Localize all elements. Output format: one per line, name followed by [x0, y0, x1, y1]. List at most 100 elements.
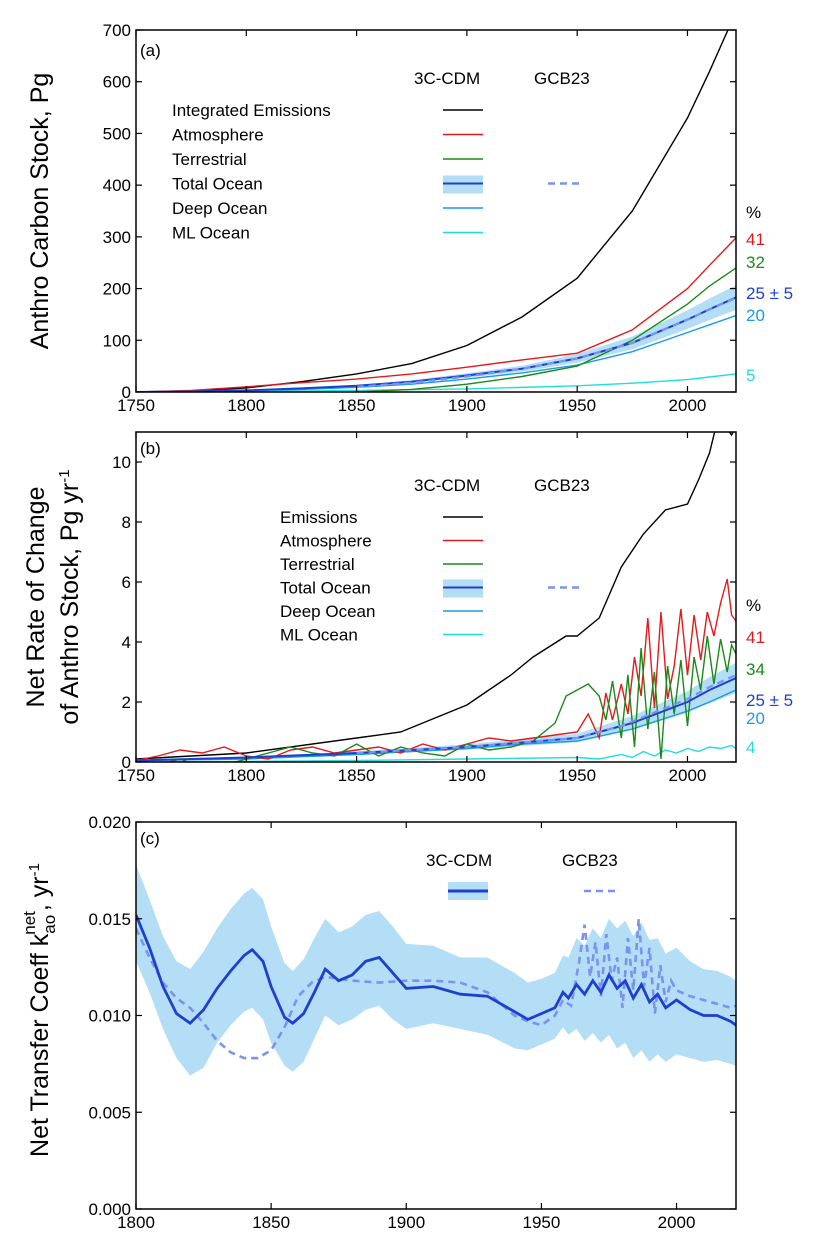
legend-label: Total Ocean	[172, 175, 263, 194]
panel-b-xtick-label: 1950	[558, 766, 596, 785]
panel-a-legend: 3C-CDM GCB23 Integrated Emissions Atmospher…	[172, 69, 590, 243]
legend-label: Integrated Emissions	[172, 101, 331, 120]
legend-label: ML Ocean	[172, 224, 250, 243]
legend-label: Emissions	[280, 508, 357, 527]
panel-b-plot	[136, 432, 736, 762]
legend-label: Atmosphere	[280, 532, 372, 551]
legend-label: Terrestrial	[172, 150, 247, 169]
panel-b-xtick-label: 1800	[227, 766, 265, 785]
panel-b-legend: 3C-CDM GCB23 Emissions Atmosphere Terrestria…	[280, 476, 590, 645]
panel-a-ytick-label: 100	[103, 331, 131, 350]
legend-label: ML Ocean	[280, 626, 358, 645]
panel-c-ylabel-sub: ao	[40, 915, 59, 934]
panel-c-axes: 1800 1850 1900 1950 2000 0.000 0.005 0.010 0.015…	[88, 813, 736, 1232]
series-line-deep-ocean	[136, 689, 736, 762]
panel-a-xtick-label: 2000	[669, 396, 707, 415]
panel-c-ytick-label: 0.005	[88, 1103, 131, 1122]
panel-c-xtick-label: 1850	[252, 1213, 290, 1232]
panel-c: 1800 1850 1900 1950 2000 0.000 0.005 0.010 0.015…	[20, 813, 737, 1232]
panel-a-ylabel: Anthro Carbon Stock, Pg	[26, 73, 54, 350]
panel-b-xtick-label: 1750	[117, 766, 155, 785]
panel-c-xtick-label: 1900	[387, 1213, 425, 1232]
panel-c-ytick-label: 0.020	[88, 813, 131, 832]
panel-a-xtick-label: 1750	[117, 396, 155, 415]
percent-label: 32	[746, 253, 765, 272]
ocean-uncertainty-band	[136, 285, 736, 392]
panel-a-axes: 1750 1800 1850 1900 1950 2000 0 100 200 300 400 500…	[103, 21, 736, 415]
panel-b-ytick-label: 8	[122, 513, 131, 532]
panel-b-axes: 1750 1800 1850 1900 1950 2000 0 2 4 6 8 10	[112, 432, 736, 785]
panel-b-percent-labels: % 41 34 25 ± 520 4	[746, 596, 793, 757]
series-line-terrestrial	[136, 635, 736, 762]
legend-label: Total Ocean	[280, 579, 371, 598]
percent-label: 34	[746, 660, 765, 679]
panel-b-ytick-label: 0	[122, 753, 131, 772]
panel-c-ylabel-tail-sup: -1	[26, 863, 43, 876]
panel-c-xtick-label: 2000	[658, 1213, 696, 1232]
series-line-atmosphere	[136, 237, 736, 392]
panel-a-ytick-label: 0	[122, 383, 131, 402]
series-line-atmosphere	[136, 578, 736, 762]
gcb23-ocean-line	[356, 296, 736, 388]
panel-a-ytick-label: 600	[103, 73, 131, 92]
percent-label: 41	[746, 230, 765, 249]
legend-header-3c-cdm: 3C-CDM	[414, 69, 480, 88]
panel-c-xtick-label: 1950	[522, 1213, 560, 1232]
panel-c-ylabel-main: Net Transfer Coeff k	[26, 933, 54, 1157]
panel-b-label: (b)	[140, 439, 161, 458]
panel-b-ytick-label: 10	[112, 453, 131, 472]
panel-a-percent-labels: % 41 32 25 ± 5 20 5	[746, 203, 793, 385]
legend-label: Deep Ocean	[280, 602, 375, 621]
panel-c-ylabel-tail: , yr	[26, 876, 54, 911]
legend-label: Atmosphere	[172, 126, 264, 145]
panel-b-ylabel-2-sup: -1	[56, 469, 73, 482]
panel-c-xtick-label: 1800	[117, 1213, 155, 1232]
gcb23-kao-line	[136, 918, 736, 1060]
percent-label: %	[746, 596, 761, 615]
panel-b-frame	[135, 431, 737, 763]
panel-a-ytick-label: 400	[103, 176, 131, 195]
3c-cdm-kao-line	[136, 914, 736, 1027]
panel-b-xtick-label: 1900	[448, 766, 486, 785]
panel-a-xtick-label: 1800	[227, 396, 265, 415]
legend-label: Terrestrial	[280, 555, 355, 574]
panel-a-xtick-label: 1850	[338, 396, 376, 415]
panel-c-label: (c)	[140, 829, 160, 848]
legend-header-gcb23: GCB23	[534, 69, 590, 88]
panel-b-ylabel-2: of Anthro Stock, Pg yr-1	[56, 469, 84, 724]
percent-label: 4	[746, 738, 755, 757]
panel-c-legend: 3C-CDM GCB23	[426, 851, 620, 900]
panel-c-ylabel-sup: net	[20, 911, 39, 935]
series-line-emissions	[136, 432, 734, 760]
percent-label: %	[746, 203, 761, 222]
legend-header-gcb23: GCB23	[534, 476, 590, 495]
panel-b-ytick-label: 6	[122, 573, 131, 592]
series-line-terrestrial	[136, 267, 736, 392]
kao-uncertainty-band	[136, 864, 736, 1076]
panel-a-ytick-label: 700	[103, 21, 131, 40]
percent-label: 5	[746, 366, 755, 385]
panel-a-ytick-label: 300	[103, 228, 131, 247]
panel-b-ytick-label: 2	[122, 693, 131, 712]
series-line-ml-ocean	[136, 373, 736, 392]
panel-b: 1750 1800 1850 1900 1950 2000 0 2 4 6 8 10 (b) Net …	[22, 431, 793, 785]
legend-label: Deep Ocean	[172, 199, 267, 218]
panel-c-ylabel: Net Transfer Coeff kaonet, yr-1	[20, 863, 59, 1157]
panel-b-ylabel: Net Rate of Change	[22, 487, 50, 708]
panel-a-ytick-label: 500	[103, 124, 131, 143]
legend-header-3c-cdm: 3C-CDM	[426, 851, 492, 870]
panel-a: 1750 1800 1850 1900 1950 2000 0 100 200 300 400 500…	[26, 21, 793, 415]
panel-c-ytick-label: 0.015	[88, 910, 131, 929]
panel-b-ylabel-2-main: of Anthro Stock, Pg yr	[56, 483, 84, 725]
percent-label: 20	[746, 709, 765, 728]
legend-header-gcb23: GCB23	[562, 851, 618, 870]
panel-a-xtick-label: 1950	[558, 396, 596, 415]
panel-b-xtick-label: 1850	[338, 766, 376, 785]
panel-b-ytick-label: 4	[122, 633, 131, 652]
percent-label: 41	[746, 628, 765, 647]
panel-b-xtick-label: 2000	[669, 766, 707, 785]
percent-label: 25 ± 5	[746, 284, 793, 303]
panel-c-ytick-label: 0.000	[88, 1200, 131, 1219]
panel-c-ytick-label: 0.010	[88, 1007, 131, 1026]
